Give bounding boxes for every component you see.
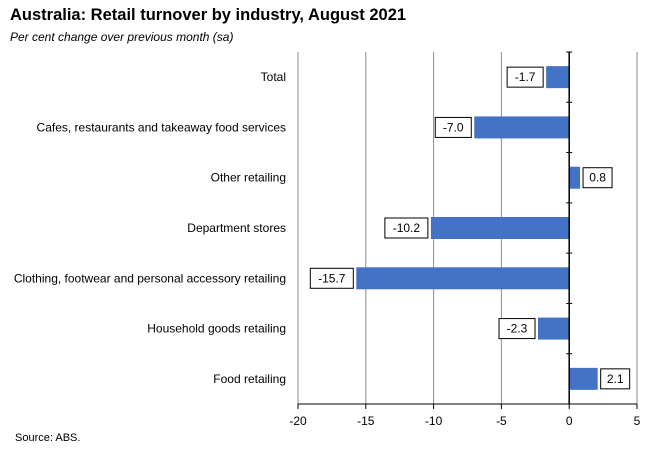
bar	[546, 66, 570, 89]
data-label-box	[582, 167, 613, 189]
bar	[569, 166, 581, 189]
bar	[474, 116, 570, 139]
category-label: Total	[261, 70, 286, 84]
x-tick-label: 0	[566, 414, 573, 428]
chart-title: Australia: Retail turnover by industry, …	[10, 6, 407, 24]
category-label: Cafes, restaurants and takeaway food ser…	[37, 120, 286, 134]
x-tick-label: 5	[634, 414, 641, 428]
data-label: -10.2	[393, 221, 421, 235]
category-label: Department stores	[187, 221, 286, 235]
data-label: 0.8	[589, 171, 606, 185]
bar	[356, 267, 570, 290]
x-tick-label: -20	[289, 414, 307, 428]
bar	[430, 217, 570, 239]
data-label: -2.3	[507, 322, 528, 336]
chart-subtitle: Per cent change over previous month (sa)	[10, 30, 234, 44]
bar	[538, 317, 570, 340]
data-label-box	[434, 116, 472, 138]
category-label: Food retailing	[213, 372, 286, 386]
data-label: 2.1	[607, 372, 624, 386]
source-note: Source: ABS.	[15, 432, 81, 444]
x-tick-label: -5	[496, 414, 507, 428]
data-label-box	[309, 267, 354, 289]
data-label-box	[506, 66, 544, 88]
data-label-box	[600, 368, 631, 390]
category-label: Household goods retailing	[147, 322, 286, 336]
category-label: Other retailing	[211, 171, 286, 185]
category-label: Clothing, footwear and personal accessor…	[14, 271, 286, 285]
bar	[569, 367, 598, 390]
x-tick-label: -10	[425, 414, 443, 428]
data-label-box	[384, 217, 429, 239]
data-label: -15.7	[318, 271, 346, 285]
data-label: -7.0	[443, 120, 464, 134]
data-label-box	[498, 318, 536, 340]
x-tick-label: -15	[357, 414, 375, 428]
data-label: -1.7	[515, 70, 536, 84]
